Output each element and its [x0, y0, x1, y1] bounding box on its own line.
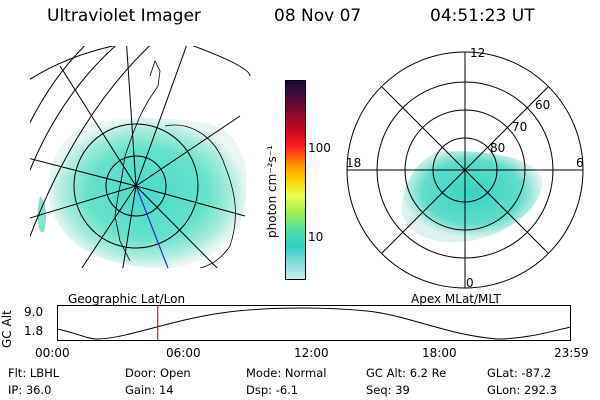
status-glon-label: GLon:	[487, 383, 521, 397]
timeline-y-label: GC Alt	[0, 310, 14, 348]
instrument-title: Ultraviolet Imager	[47, 6, 201, 26]
status-glon: GLon: 292.3	[487, 383, 557, 397]
mlt-label-6: 6	[576, 156, 584, 170]
status-flt-value: LBHL	[29, 366, 60, 380]
mlt-label-0: 0	[466, 276, 474, 290]
colorbar-tick-100: 100	[308, 141, 331, 155]
timeline-xtick-0600: 06:00	[166, 346, 201, 360]
status-gcalt-label: GC Alt:	[366, 366, 407, 380]
timeline-ytick-top: 9.0	[24, 305, 44, 319]
status-dsp-value: -6.1	[275, 383, 299, 397]
status-dsp-label: Dsp:	[246, 383, 273, 397]
status-seq: Seq: 39	[366, 383, 410, 397]
colorbar	[285, 80, 306, 280]
colorbar-gradient	[286, 81, 305, 279]
lat-label-60: 60	[535, 98, 551, 112]
time-display: 04:51:23 UT	[430, 6, 535, 26]
mlt-label-12: 12	[470, 46, 486, 60]
status-glat-value: -87.2	[521, 366, 552, 380]
status-mode-value: Normal	[284, 366, 327, 380]
status-glon-value: 292.3	[523, 383, 557, 397]
status-door-label: Door:	[125, 366, 157, 380]
status-gcalt-value: 6.2 Re	[409, 366, 447, 380]
status-glat: GLat: -87.2	[487, 366, 551, 380]
lat-label-80: 80	[490, 141, 506, 155]
status-door-value: Open	[159, 366, 191, 380]
status-seq-label: Seq:	[366, 383, 392, 397]
status-gain: Gain: 14	[125, 383, 174, 397]
date-display: 08 Nov 07	[274, 6, 362, 26]
status-glat-label: GLat:	[487, 366, 518, 380]
polar-plot	[346, 51, 584, 289]
lat-label-70: 70	[512, 120, 528, 134]
colorbar-unit-label: photon cm⁻²s⁻¹	[265, 145, 279, 238]
geographic-map	[30, 46, 251, 268]
status-mode: Mode: Normal	[246, 366, 326, 380]
timeline-xtick-0000: 00:00	[35, 346, 70, 360]
status-flt-label: Flt:	[8, 366, 27, 380]
status-ip-value: 36.0	[25, 383, 52, 397]
right-panel-caption: Apex MLat/MLT	[411, 292, 501, 306]
timeline-xtick-1800: 18:00	[422, 346, 457, 360]
status-mode-label: Mode:	[246, 366, 282, 380]
left-panel-caption: Geographic Lat/Lon	[68, 292, 186, 306]
status-ip-label: IP:	[8, 383, 23, 397]
altitude-timeline	[57, 305, 571, 341]
status-flt: Flt: LBHL	[8, 366, 59, 380]
timeline-xtick-1200: 12:00	[294, 346, 329, 360]
timeline-ytick-bottom: 1.8	[24, 324, 44, 338]
timeline-xtick-2359: 23:59	[554, 346, 589, 360]
status-ip: IP: 36.0	[8, 383, 51, 397]
status-seq-value: 39	[395, 383, 410, 397]
status-gain-value: 14	[158, 383, 174, 397]
status-gcalt: GC Alt: 6.2 Re	[366, 366, 446, 380]
status-gain-label: Gain:	[125, 383, 156, 397]
status-dsp: Dsp: -6.1	[246, 383, 298, 397]
colorbar-tick-10: 10	[308, 230, 324, 244]
status-door: Door: Open	[125, 366, 191, 380]
mlt-label-18: 18	[346, 156, 362, 170]
